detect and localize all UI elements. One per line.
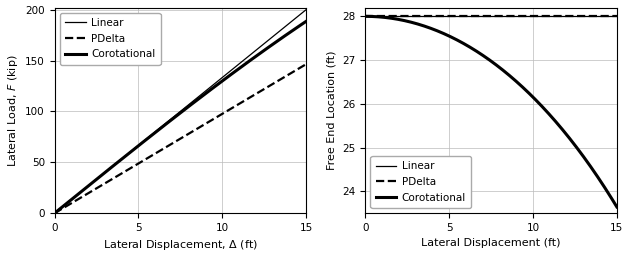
PDelta bbox=[257, 90, 265, 93]
Linear bbox=[172, 114, 179, 117]
Corotational bbox=[187, 103, 194, 107]
Linear bbox=[613, 15, 621, 18]
PDelta bbox=[296, 66, 304, 69]
Linear bbox=[257, 45, 265, 48]
Corotational bbox=[51, 212, 58, 215]
Linear bbox=[303, 8, 310, 11]
PDelta bbox=[482, 15, 490, 18]
Corotational bbox=[172, 115, 179, 118]
Linear bbox=[567, 15, 575, 18]
Corotational bbox=[567, 139, 575, 142]
Line: Linear: Linear bbox=[55, 10, 306, 213]
Corotational bbox=[482, 56, 490, 59]
Linear bbox=[607, 15, 615, 18]
Corotational bbox=[170, 116, 178, 119]
Linear bbox=[481, 15, 489, 18]
Legend: Linear, PDelta, Corotational: Linear, PDelta, Corotational bbox=[370, 156, 471, 208]
Linear bbox=[362, 15, 369, 18]
Linear bbox=[482, 15, 490, 18]
Corotational bbox=[613, 205, 621, 208]
Linear bbox=[201, 91, 208, 94]
Corotational bbox=[296, 24, 304, 27]
PDelta bbox=[303, 63, 310, 66]
PDelta bbox=[362, 15, 369, 18]
PDelta bbox=[511, 15, 519, 18]
Legend: Linear, PDelta, Corotational: Linear, PDelta, Corotational bbox=[60, 13, 160, 65]
Linear bbox=[511, 15, 519, 18]
Corotational bbox=[498, 67, 505, 70]
PDelta bbox=[187, 131, 194, 134]
Line: PDelta: PDelta bbox=[55, 64, 306, 213]
Linear bbox=[170, 115, 178, 118]
X-axis label: Lateral Displacement, $\Delta$ (ft): Lateral Displacement, $\Delta$ (ft) bbox=[103, 238, 258, 252]
Corotational bbox=[481, 55, 489, 58]
Line: Corotational: Corotational bbox=[365, 16, 617, 207]
PDelta bbox=[567, 15, 575, 18]
PDelta bbox=[498, 15, 505, 18]
Y-axis label: Free End Location (ft): Free End Location (ft) bbox=[326, 51, 337, 170]
PDelta bbox=[201, 123, 208, 126]
Corotational bbox=[201, 93, 208, 96]
Linear bbox=[51, 212, 58, 215]
PDelta bbox=[170, 141, 178, 144]
Corotational bbox=[607, 196, 615, 199]
PDelta bbox=[607, 15, 615, 18]
Corotational bbox=[303, 20, 310, 23]
Linear bbox=[187, 101, 194, 104]
PDelta bbox=[481, 15, 489, 18]
Y-axis label: Lateral Load, $F$ (kip): Lateral Load, $F$ (kip) bbox=[6, 54, 19, 167]
Linear bbox=[296, 13, 304, 16]
PDelta bbox=[172, 140, 179, 143]
PDelta bbox=[613, 15, 621, 18]
Corotational bbox=[511, 79, 519, 82]
Corotational bbox=[362, 15, 369, 18]
PDelta bbox=[51, 212, 58, 215]
Line: Corotational: Corotational bbox=[55, 21, 306, 213]
Linear bbox=[498, 15, 505, 18]
Corotational bbox=[257, 51, 265, 54]
X-axis label: Lateral Displacement (ft): Lateral Displacement (ft) bbox=[421, 238, 561, 248]
